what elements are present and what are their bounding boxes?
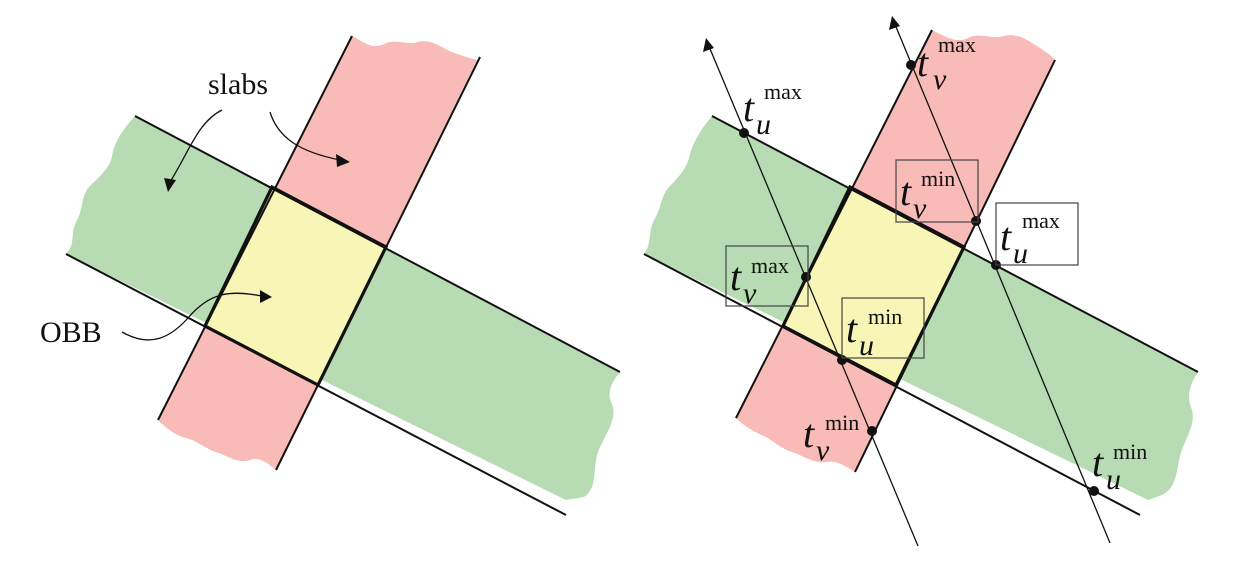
- label-tv-max-top: t v max: [917, 32, 976, 96]
- ray-right-arrowhead: [889, 16, 900, 30]
- svg-text:min: min: [921, 166, 955, 191]
- obb-arrowhead: [260, 290, 272, 303]
- left-obb-outline: [202, 184, 389, 388]
- ray-left: [707, 43, 919, 547]
- pt-tu-min-bottom: [1089, 486, 1099, 496]
- svg-text:t: t: [803, 411, 815, 456]
- right-panel: t v max t u max t v min t u max t v max …: [643, 16, 1199, 547]
- slabs-arrowhead-green: [164, 178, 176, 192]
- box-tv-max-mid: [725, 245, 809, 307]
- svg-text:t: t: [730, 254, 742, 299]
- obb-leader: [121, 292, 263, 341]
- ray-left-arrowhead: [703, 38, 714, 52]
- svg-text:u: u: [859, 329, 874, 362]
- slabs-leader-green: [169, 109, 223, 183]
- svg-text:v: v: [743, 277, 757, 310]
- svg-text:max: max: [938, 32, 976, 57]
- pt-tv-min-upper: [971, 216, 981, 226]
- svg-text:max: max: [751, 253, 789, 278]
- pt-tv-min-bottom: [867, 426, 877, 436]
- box-tu-max-right: [995, 202, 1079, 266]
- label-tv-min-upper: t v min: [900, 166, 955, 225]
- svg-text:t: t: [917, 40, 929, 85]
- svg-text:u: u: [1013, 237, 1028, 270]
- slabs-leader-red: [269, 111, 341, 161]
- svg-text:v: v: [933, 63, 947, 96]
- svg-text:max: max: [764, 79, 802, 104]
- svg-text:t: t: [846, 306, 858, 351]
- left-slab-v-edge-left: [157, 35, 353, 421]
- svg-text:min: min: [825, 410, 859, 435]
- svg-text:u: u: [1106, 463, 1121, 496]
- left-panel: slabs OBB: [40, 35, 621, 516]
- slabs-arrowhead-red: [336, 154, 350, 167]
- label-tu-min-bottom: t u min: [1092, 439, 1147, 496]
- box-tu-min-mid: [841, 297, 925, 359]
- svg-text:t: t: [1092, 440, 1104, 485]
- label-tu-max-left: t u max: [743, 79, 802, 141]
- slabs-label: slabs: [208, 68, 268, 101]
- svg-text:v: v: [913, 192, 927, 225]
- obb-label: OBB: [40, 316, 102, 349]
- pt-tv-max-top: [906, 60, 916, 70]
- label-tu-max-right: t u max: [1000, 208, 1060, 270]
- svg-text:v: v: [816, 434, 830, 467]
- svg-text:max: max: [1022, 208, 1060, 233]
- svg-text:u: u: [756, 108, 771, 141]
- label-tu-min-mid: t u min: [846, 304, 902, 362]
- pt-tu-max-left: [739, 128, 749, 138]
- ray-right: [893, 21, 1111, 544]
- svg-text:t: t: [900, 169, 912, 214]
- svg-text:t: t: [1000, 214, 1012, 259]
- svg-text:min: min: [868, 304, 902, 329]
- svg-text:min: min: [1113, 439, 1147, 464]
- pt-tv-max-mid: [801, 272, 811, 282]
- svg-text:t: t: [743, 85, 755, 130]
- right-slab-v-edge-left: [735, 29, 933, 419]
- box-tv-min-upper: [895, 159, 979, 223]
- label-tv-min-bottom: t v min: [803, 410, 859, 467]
- label-tv-max-mid: t v max: [730, 253, 789, 310]
